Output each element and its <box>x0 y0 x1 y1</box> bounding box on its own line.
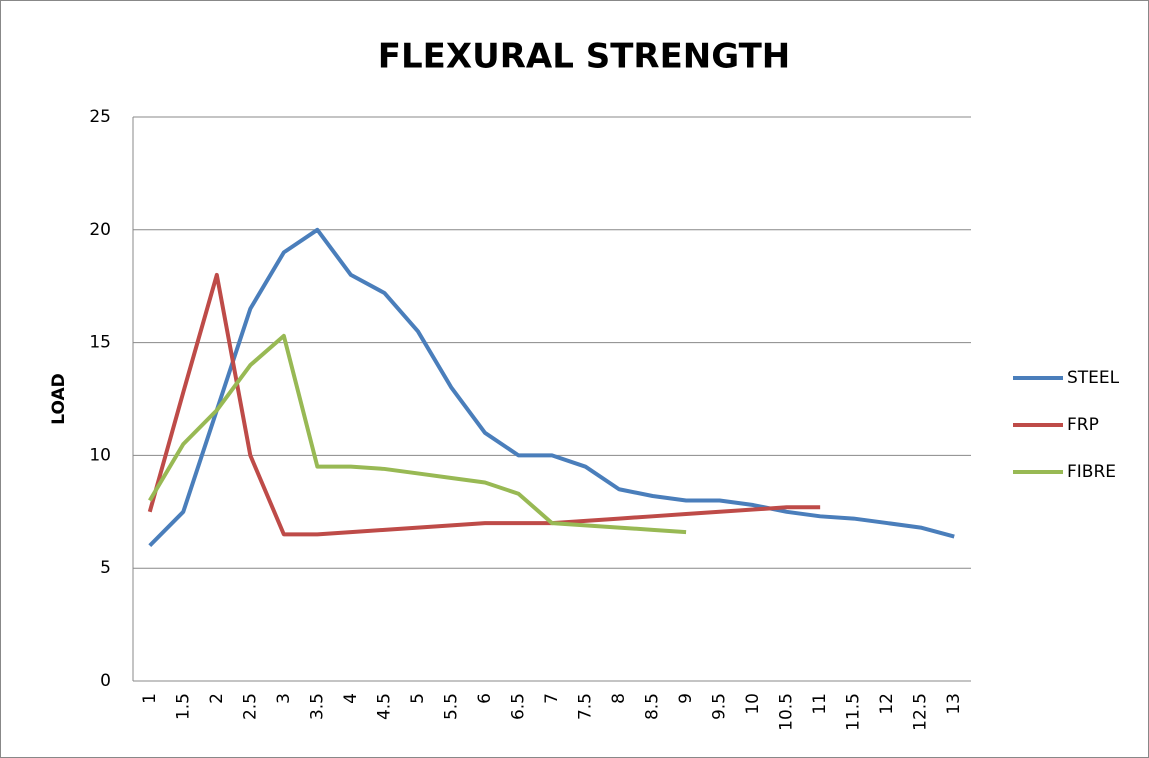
x-tick-label: 13 <box>944 693 964 715</box>
series-line <box>147 272 821 537</box>
x-tick-label: 3.5 <box>307 693 327 720</box>
y-tick-label: 0 <box>100 671 111 691</box>
x-tick-label: 11.5 <box>844 693 864 731</box>
x-tick-label: 7.5 <box>576 693 596 720</box>
x-tick-label: 3 <box>274 693 294 704</box>
x-tick-label: 12.5 <box>911 693 931 731</box>
x-tick-label: 12 <box>877 693 897 715</box>
y-tick-label: 25 <box>89 107 111 127</box>
x-tick-label: 11 <box>810 693 830 715</box>
legend-label: STEEL <box>1067 368 1120 388</box>
x-tick-label: 2.5 <box>240 693 260 720</box>
y-tick-label: 20 <box>89 220 111 240</box>
x-tick-label: 9.5 <box>710 693 730 720</box>
y-tick-label: 15 <box>89 333 111 353</box>
x-tick-label: 10.5 <box>777 693 797 731</box>
x-tick-label: 10 <box>743 693 763 715</box>
x-tick-label: 6 <box>475 693 495 704</box>
x-tick-label: 1 <box>140 693 160 704</box>
x-tick-label: 4.5 <box>374 693 394 720</box>
legend-label: FRP <box>1067 415 1099 435</box>
x-tick-label: 8.5 <box>643 693 663 720</box>
chart-title: FLEXURAL STRENGTH <box>378 37 790 77</box>
x-tick-label: 5.5 <box>441 693 461 720</box>
x-tick-label: 9 <box>676 693 696 704</box>
x-tick-label: 8 <box>609 693 629 704</box>
y-axis-label: LOAD <box>49 373 69 425</box>
y-tick-label: 5 <box>100 558 111 578</box>
legend-label: FIBRE <box>1067 462 1116 482</box>
y-tick-label: 10 <box>89 445 111 465</box>
series-line <box>148 227 955 548</box>
x-tick-label: 6.5 <box>508 693 528 720</box>
series-line <box>148 333 687 535</box>
x-tick-label: 4 <box>341 693 361 704</box>
x-tick-label: 1.5 <box>173 693 193 720</box>
x-tick-label: 2 <box>207 693 227 704</box>
x-tick-label: 7 <box>542 693 562 704</box>
x-tick-label: 5 <box>408 693 428 704</box>
